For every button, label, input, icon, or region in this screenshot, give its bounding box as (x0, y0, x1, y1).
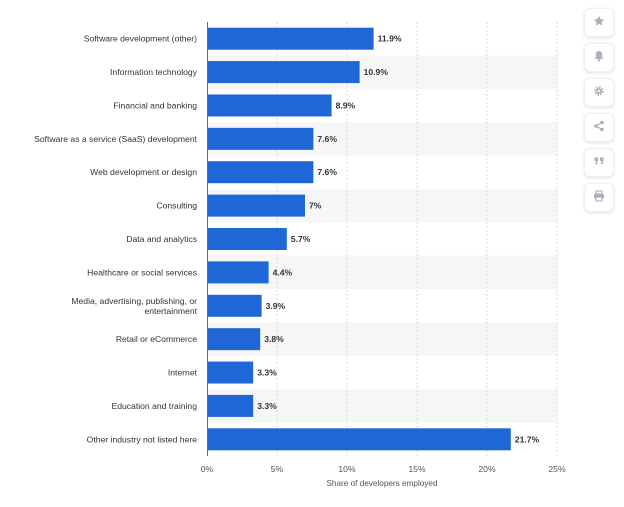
value-label: 7.6% (317, 134, 337, 144)
bar (208, 27, 374, 50)
x-tick-label: 0% (201, 464, 214, 474)
category-label-line: entertainment (144, 306, 197, 316)
bar (208, 161, 314, 184)
bar (208, 361, 254, 384)
bar (208, 294, 262, 317)
value-label: 11.9% (378, 34, 402, 44)
x-tick-label: 5% (271, 464, 284, 474)
print-icon (593, 189, 605, 207)
bar (208, 328, 261, 351)
chart-svg: 11.9% Software development (other) 10.9% In… (34, 22, 566, 488)
x-tick-label: 15% (408, 464, 426, 474)
cite-button[interactable] (584, 148, 614, 177)
share-icon (593, 119, 605, 137)
value-label: 7% (309, 201, 322, 211)
category-label: Healthcare or social services (87, 267, 197, 277)
value-label: 8.9% (336, 100, 356, 110)
category-label-line: Financial and banking (113, 100, 197, 110)
category-label: Consulting (156, 201, 197, 211)
bar (208, 194, 305, 217)
bar (208, 61, 360, 84)
bar (208, 228, 287, 250)
bell-icon (593, 49, 605, 67)
value-label: 7.6% (317, 167, 337, 177)
category-label: Information technology (110, 67, 198, 77)
star-icon (593, 14, 605, 32)
category-label: Web development or design (90, 167, 197, 177)
category-label-line: Internet (168, 368, 198, 378)
bar (208, 94, 332, 117)
category-label-line: Software development (other) (84, 34, 197, 44)
category-label-line: Web development or design (90, 167, 197, 177)
side-toolbar (584, 8, 614, 212)
category-label-line: Other industry not listed here (87, 434, 198, 444)
row-band (207, 322, 557, 356)
category-label: Internet (168, 368, 198, 378)
bar (208, 127, 314, 150)
value-label: 21.7% (515, 434, 540, 444)
quote-icon (593, 154, 605, 172)
value-label: 3.9% (266, 301, 286, 311)
category-label: Data and analytics (126, 234, 197, 244)
bar (208, 428, 511, 451)
x-axis-title: Share of developers employed (326, 479, 438, 488)
category-label-line: Consulting (156, 201, 197, 211)
value-label: 3.8% (264, 334, 284, 344)
settings-button[interactable] (584, 78, 614, 107)
category-label: Education and training (111, 401, 197, 411)
category-label-line: Software as a service (SaaS) development (34, 134, 197, 144)
category-label: Media, advertising, publishing, or entert… (71, 296, 197, 316)
category-label: Other industry not listed here (87, 434, 198, 444)
category-label-line: Healthcare or social services (87, 267, 197, 277)
print-button[interactable] (584, 183, 614, 212)
category-label-line: Media, advertising, publishing, or (71, 296, 197, 306)
x-tick-label: 20% (478, 464, 496, 474)
bar (208, 394, 254, 417)
value-label: 5.7% (291, 234, 311, 244)
category-label: Retail or eCommerce (116, 334, 197, 344)
notifications-button[interactable] (584, 43, 614, 72)
category-label-line: Education and training (111, 401, 197, 411)
share-button[interactable] (584, 113, 614, 142)
bar (208, 261, 269, 284)
favorite-button[interactable] (584, 8, 614, 37)
category-label-line: Information technology (110, 67, 198, 77)
category-label-line: Data and analytics (126, 234, 197, 244)
value-label: 10.9% (364, 67, 389, 77)
x-tick-label: 25% (548, 464, 566, 474)
value-label: 3.3% (257, 368, 277, 378)
value-label: 4.4% (273, 267, 293, 277)
category-label: Software development (other) (84, 34, 197, 44)
gear-icon (593, 84, 605, 102)
row-band (207, 389, 557, 423)
x-tick-label: 10% (338, 464, 356, 474)
category-label-line: Retail or eCommerce (116, 334, 197, 344)
value-label: 3.3% (257, 401, 277, 411)
category-label: Financial and banking (113, 100, 197, 110)
category-label: Software as a service (SaaS) development (34, 134, 197, 144)
